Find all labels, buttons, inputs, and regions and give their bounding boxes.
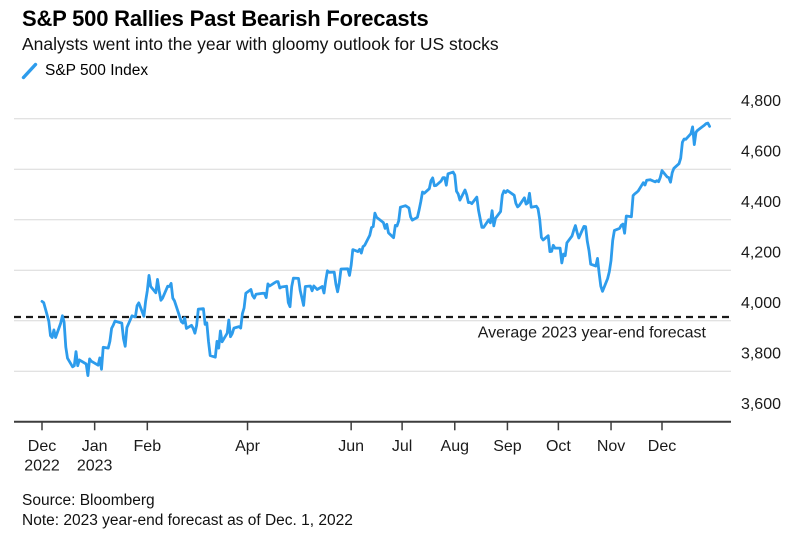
chart-subtitle: Analysts went into the year with gloomy … bbox=[22, 34, 499, 54]
source-text: Source: Bloomberg bbox=[22, 492, 155, 509]
legend-series-label: S&P 500 Index bbox=[45, 62, 149, 79]
x-tick-label: Dec bbox=[648, 438, 676, 455]
y-axis-label: 3,600 bbox=[741, 396, 781, 413]
page-title: S&P 500 Rallies Past Bearish Forecasts bbox=[22, 6, 429, 31]
x-tick-label: Oct bbox=[546, 438, 571, 455]
line-series-icon bbox=[21, 62, 38, 80]
x-tick-label: Jul bbox=[392, 438, 412, 455]
x-tick-sublabel: 2022 bbox=[24, 458, 60, 475]
y-axis-label: 4,400 bbox=[741, 194, 781, 211]
y-axis-label: 4,800 bbox=[741, 93, 781, 110]
x-tick-label: Dec bbox=[28, 438, 56, 455]
y-axis-label: 4,600 bbox=[741, 143, 781, 160]
price-line bbox=[40, 121, 711, 377]
y-axis-label: 4,000 bbox=[741, 295, 781, 312]
x-tick-label: Sep bbox=[493, 438, 522, 455]
x-tick-label: Feb bbox=[134, 438, 162, 455]
x-tick-label: Aug bbox=[441, 438, 469, 455]
note-text: Note: 2023 year-end forecast as of Dec. … bbox=[22, 512, 353, 529]
x-tick-label: Jan bbox=[82, 438, 108, 455]
y-axis-label: 4,200 bbox=[741, 244, 781, 261]
x-tick-sublabel: 2023 bbox=[77, 458, 113, 475]
y-axis-label: 3,800 bbox=[741, 345, 781, 362]
x-tick-label: Nov bbox=[597, 438, 625, 455]
x-tick-label: Apr bbox=[235, 438, 261, 455]
x-tick-label: Jun bbox=[338, 438, 364, 455]
forecast-annotation: Average 2023 year-end forecast bbox=[478, 325, 707, 342]
chart-legend: S&P 500 Index bbox=[21, 62, 148, 80]
